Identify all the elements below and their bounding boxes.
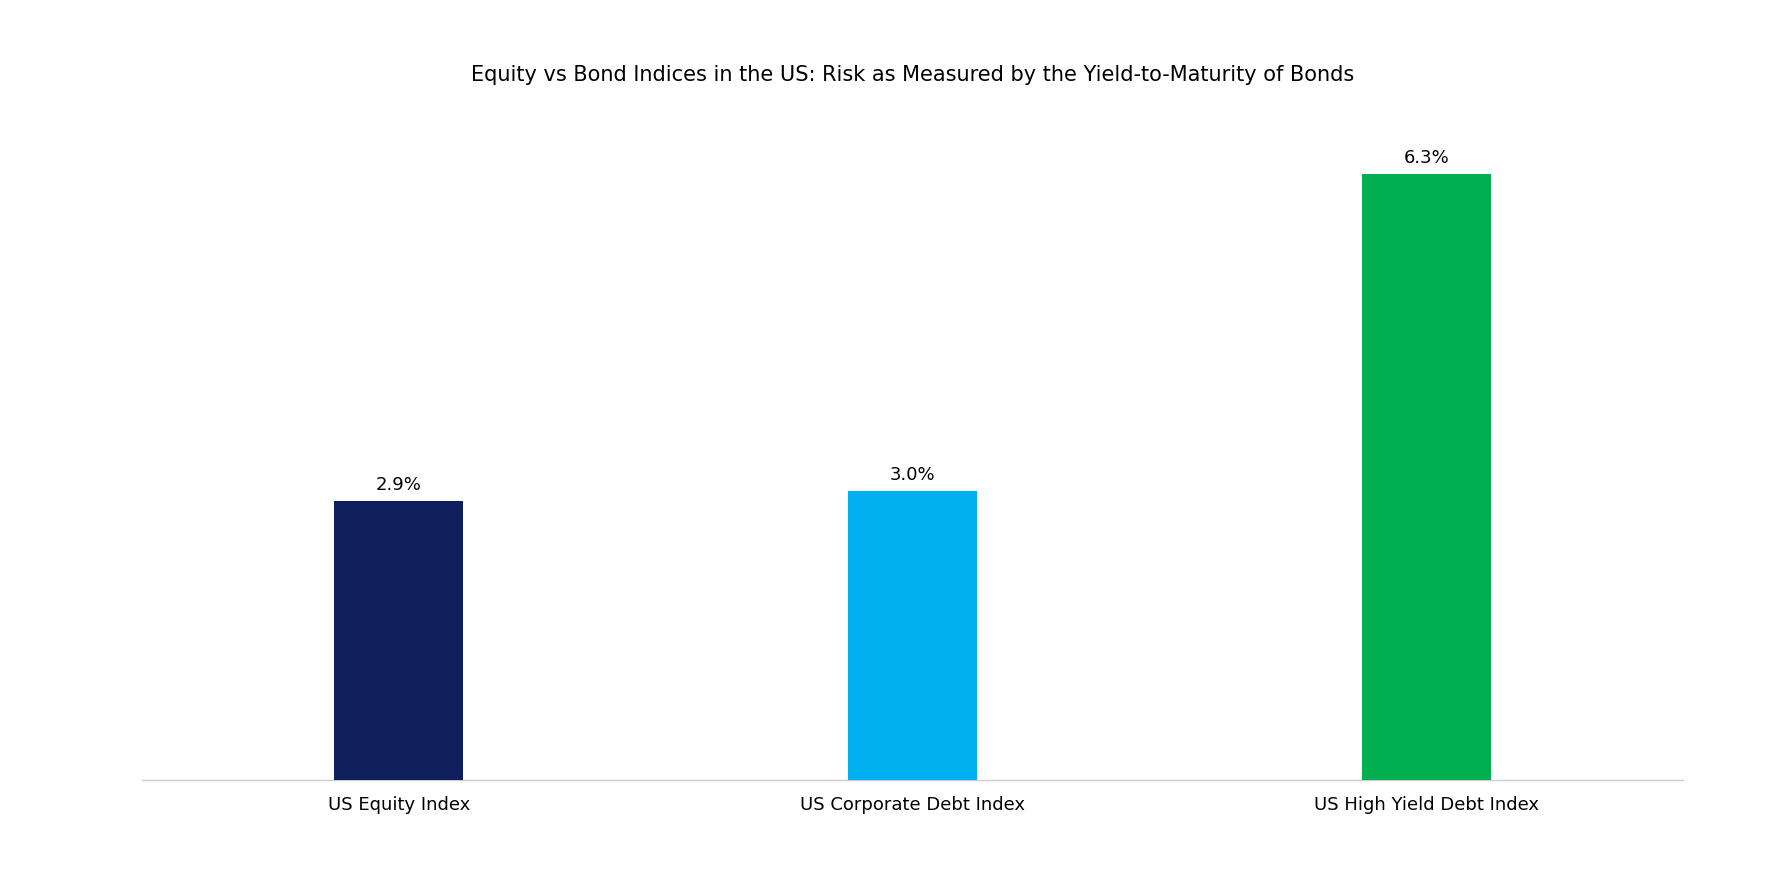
Text: 2.9%: 2.9% bbox=[376, 476, 422, 494]
Text: 6.3%: 6.3% bbox=[1403, 149, 1449, 167]
Bar bbox=[849, 491, 976, 780]
Bar bbox=[1363, 174, 1490, 780]
Text: 3.0%: 3.0% bbox=[890, 466, 936, 485]
Title: Equity vs Bond Indices in the US: Risk as Measured by the Yield-to-Maturity of B: Equity vs Bond Indices in the US: Risk a… bbox=[471, 66, 1354, 85]
Bar bbox=[335, 501, 462, 780]
